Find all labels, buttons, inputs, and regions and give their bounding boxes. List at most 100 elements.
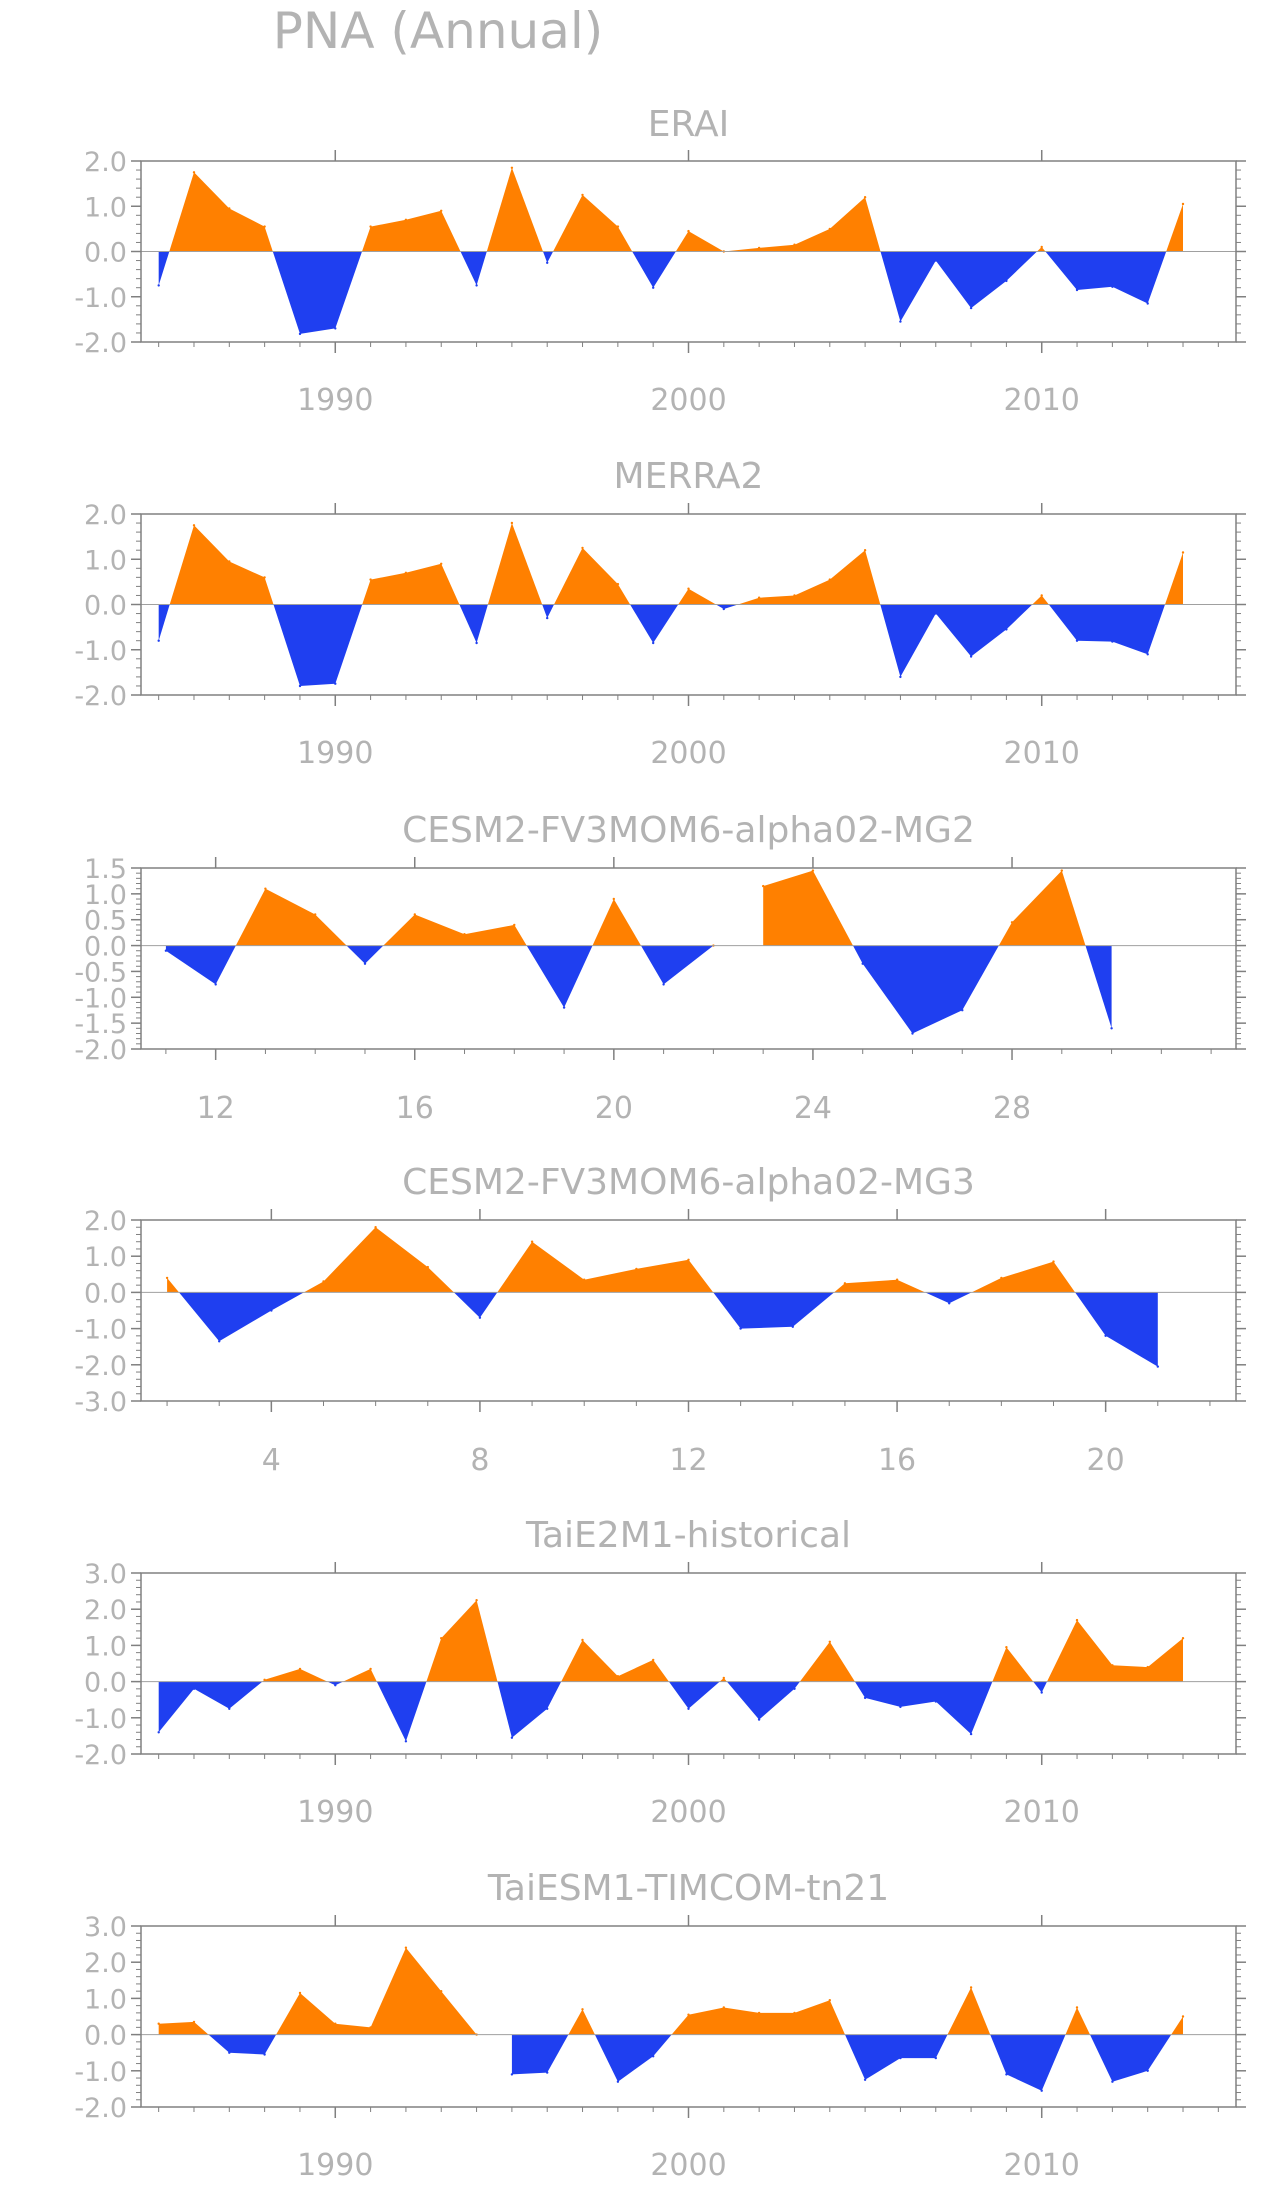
y-tick-label: -1.0	[74, 1704, 127, 1735]
data-point	[635, 1267, 638, 1271]
data-point	[463, 933, 466, 936]
data-point	[228, 560, 231, 563]
data-point	[228, 1707, 231, 1711]
data-point	[616, 225, 620, 228]
x-tick-label: 20	[1087, 1443, 1125, 1478]
panel-title: CESM2-FV3MOM6-alpha02-MG2	[402, 810, 975, 851]
data-point	[969, 655, 973, 658]
data-point	[1075, 2006, 1079, 2009]
negative-anomaly-fill	[542, 604, 554, 619]
x-tick-label: 1990	[297, 2148, 373, 2183]
y-tick-label: 1.5	[84, 854, 127, 885]
data-point	[911, 1032, 914, 1035]
data-point	[1075, 639, 1079, 642]
y-tick-label: -1.0	[74, 2057, 127, 2088]
data-point	[934, 2056, 937, 2060]
data-point	[530, 1240, 534, 1243]
data-point	[1181, 202, 1185, 206]
data-point	[1111, 640, 1114, 643]
panel-title: TaiE2M1-historical	[525, 1515, 851, 1556]
data-point	[969, 1732, 973, 1736]
data-point	[895, 1278, 899, 1281]
data-point	[270, 1309, 273, 1312]
data-point	[440, 562, 443, 565]
data-point	[811, 869, 815, 872]
positive-anomaly-fill	[947, 1987, 991, 2035]
x-tick-label: 2000	[650, 736, 726, 771]
data-point	[475, 641, 478, 645]
data-point	[404, 218, 408, 221]
data-point	[475, 1599, 478, 1602]
negative-anomaly-fill	[880, 604, 1033, 677]
data-point	[652, 1658, 655, 1662]
positive-anomaly-fill	[497, 1241, 714, 1293]
data-point	[298, 1991, 302, 1995]
x-tick-label: 1990	[297, 383, 373, 418]
negative-anomaly-fill	[1033, 1681, 1047, 1693]
positive-anomaly-fill	[343, 1668, 377, 1682]
y-tick-label: -1.0	[74, 1315, 127, 1346]
data-point	[1146, 2069, 1149, 2072]
data-point	[546, 2071, 549, 2074]
data-point	[263, 2053, 266, 2056]
x-tick-label: 4	[262, 1443, 281, 1478]
y-tick-label: 1.0	[84, 1242, 127, 1273]
negative-anomaly-fill	[376, 1681, 427, 1742]
negative-anomaly-fill	[165, 945, 236, 985]
positive-anomaly-fill	[383, 914, 527, 946]
data-point	[793, 2011, 796, 2015]
positive-anomaly-fill	[553, 194, 633, 252]
y-tick-label: 2.0	[84, 1206, 127, 1237]
data-point	[1040, 594, 1043, 597]
data-point	[687, 229, 690, 233]
data-point	[581, 546, 584, 550]
y-tick-label: 0.0	[84, 591, 127, 622]
data-point	[722, 2006, 725, 2009]
panel-title: MERRA2	[614, 456, 764, 497]
data-point	[722, 607, 725, 611]
positive-anomaly-fill	[992, 1647, 1034, 1682]
y-tick-label: -2.0	[74, 1351, 127, 1382]
data-point	[263, 225, 266, 228]
data-point	[948, 1302, 951, 1305]
data-point	[1181, 1637, 1185, 1640]
data-point	[843, 1282, 847, 1285]
x-tick-label: 2010	[1004, 383, 1080, 418]
negative-anomaly-fill	[273, 604, 363, 686]
data-point	[934, 1700, 937, 1703]
negative-anomaly-fill	[158, 604, 170, 641]
negative-anomaly-fill	[179, 1292, 304, 1342]
data-point	[1040, 1691, 1043, 1694]
data-point	[157, 2022, 160, 2025]
data-point	[263, 1678, 266, 1682]
data-point	[722, 1676, 725, 1680]
y-tick-label: -2.0	[74, 681, 127, 712]
y-tick-label: -2.0	[74, 1035, 127, 1066]
data-point	[863, 2078, 867, 2081]
data-point	[863, 196, 867, 199]
negative-anomaly-fill	[460, 251, 487, 286]
positive-anomaly-fill	[568, 2009, 595, 2035]
negative-anomaly-fill	[716, 604, 738, 609]
data-point	[1146, 302, 1149, 305]
data-point	[157, 639, 160, 642]
data-point	[562, 1006, 566, 1009]
negative-anomaly-fill	[327, 1681, 344, 1686]
y-tick-label: -1.0	[74, 636, 127, 667]
data-point	[1181, 551, 1185, 554]
y-tick-label: 2.0	[84, 1595, 127, 1626]
data-point	[687, 1258, 690, 1262]
negative-anomaly-fill	[880, 251, 1037, 322]
y-tick-label: 0.0	[84, 238, 127, 269]
negative-anomaly-fill	[511, 2034, 569, 2075]
data-point	[899, 675, 902, 679]
negative-anomaly-fill	[713, 1292, 835, 1329]
x-tick-label: 20	[595, 1091, 633, 1126]
data-point	[192, 1687, 196, 1691]
negative-anomaly-fill	[854, 1681, 993, 1735]
panel-title: TaiESM1-TIMCOM-tn21	[487, 1868, 889, 1909]
panel-4: CESM2-FV3MOM6-alpha02-MG3 2.0 1.0 0.0 -1.0 -2…	[74, 1162, 1246, 1478]
negative-anomaly-fill	[272, 251, 362, 334]
data-point	[440, 1990, 443, 1993]
y-tick-label: 1.0	[84, 1984, 127, 2015]
